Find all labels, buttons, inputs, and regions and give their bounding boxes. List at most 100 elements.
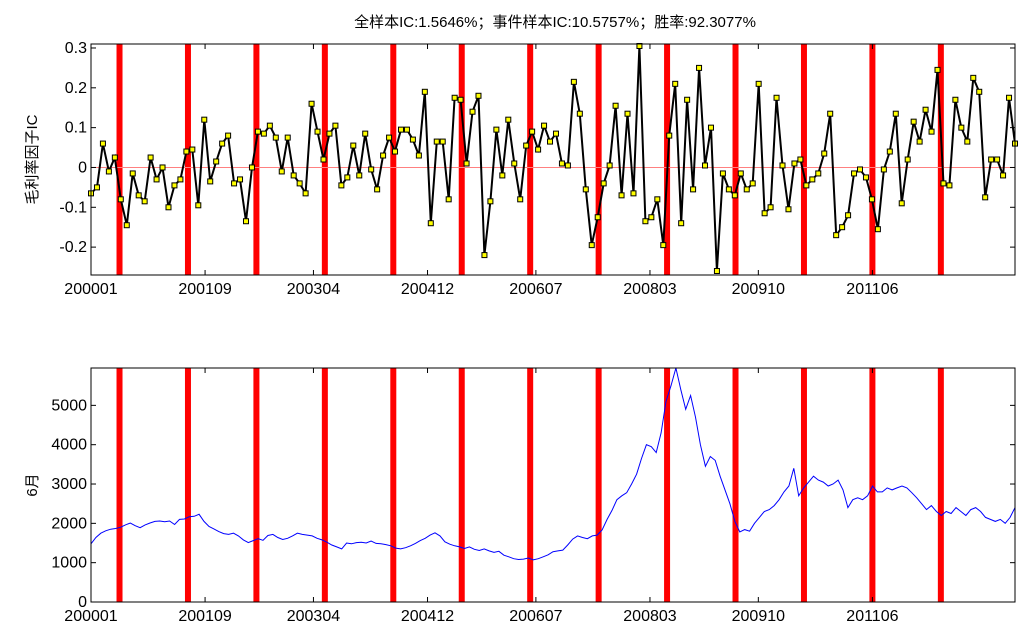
data-point-98 xyxy=(672,80,679,87)
event-marker-200106 xyxy=(184,368,191,602)
data-point-125 xyxy=(833,232,840,239)
event-marker-200506 xyxy=(458,368,465,602)
data-point-149 xyxy=(976,88,983,95)
y-axis-label: 6月 xyxy=(24,473,41,496)
data-point-57 xyxy=(427,220,434,227)
y-tick-label: 3000 xyxy=(51,476,87,493)
data-point-110 xyxy=(743,186,750,193)
data-point-23 xyxy=(225,132,232,139)
data-point-61 xyxy=(451,94,458,101)
data-point-77 xyxy=(547,138,554,145)
data-point-88 xyxy=(612,102,619,109)
data-point-30 xyxy=(266,122,273,129)
x-tick-label: 200910 xyxy=(732,281,785,298)
y-tick-label: 0 xyxy=(78,159,87,176)
data-point-116 xyxy=(779,162,786,169)
y-tick-label: 0.3 xyxy=(65,40,87,57)
chart-title: 全样本IC:1.5646%；事件样本IC:10.5757%；胜率:92.3077… xyxy=(354,13,756,31)
data-point-65 xyxy=(475,92,482,99)
data-point-122 xyxy=(815,170,822,177)
data-point-49 xyxy=(380,152,387,159)
y-tick-label: -0.2 xyxy=(59,239,87,256)
data-point-107 xyxy=(725,186,732,193)
data-point-4 xyxy=(111,154,118,161)
data-point-83 xyxy=(582,186,589,193)
data-point-78 xyxy=(552,130,559,137)
data-point-151 xyxy=(988,156,995,163)
data-point-29 xyxy=(260,130,267,137)
event-marker-201206 xyxy=(937,368,944,602)
data-point-142 xyxy=(934,66,941,73)
event-marker-200606 xyxy=(527,368,534,602)
data-point-51 xyxy=(392,148,399,155)
y-tick-label: 0 xyxy=(78,594,87,611)
data-point-42 xyxy=(338,182,345,189)
data-point-26 xyxy=(242,218,249,225)
data-point-47 xyxy=(368,166,375,173)
y-axis-ticks: -0.2 -0.1 0 0.1 0.2 0.3 xyxy=(59,40,1015,256)
x-tick-label: 200803 xyxy=(623,281,676,298)
data-point-130 xyxy=(862,174,869,181)
data-point-50 xyxy=(386,134,393,141)
ic-chart: -0.2-0.100.10.20.3 200001 200109 200304 200… xyxy=(24,40,1018,298)
data-point-41 xyxy=(332,122,339,129)
data-point-129 xyxy=(857,166,864,173)
data-point-86 xyxy=(600,180,607,187)
data-point-141 xyxy=(928,128,935,135)
data-point-145 xyxy=(952,96,959,103)
data-point-144 xyxy=(946,182,953,189)
data-point-146 xyxy=(958,124,965,131)
event-marker-200006 xyxy=(116,44,123,275)
data-point-80 xyxy=(564,162,571,169)
data-point-66 xyxy=(481,252,488,259)
event-marker-200706 xyxy=(595,44,602,275)
data-point-139 xyxy=(916,138,923,145)
event-marker-200106 xyxy=(184,44,191,275)
june-series-line xyxy=(90,367,1016,561)
data-point-9 xyxy=(141,198,148,205)
event-marker-201106 xyxy=(869,368,876,602)
data-point-13 xyxy=(165,204,172,211)
event-marker-200706 xyxy=(595,368,602,602)
june-chart: 0 1000 2000 3000 4000 5000 200001 200109 200304… xyxy=(24,367,1016,625)
data-point-21 xyxy=(213,158,220,165)
event-markers xyxy=(116,44,944,275)
data-point-75 xyxy=(535,146,542,153)
y-tick-label: 5000 xyxy=(51,397,87,414)
data-point-11 xyxy=(153,176,160,183)
data-point-96 xyxy=(660,242,667,249)
data-point-33 xyxy=(284,134,291,141)
x-tick-label: 200109 xyxy=(178,608,231,625)
event-marker-201206 xyxy=(937,44,944,275)
data-point-106 xyxy=(719,170,726,177)
event-marker-201006 xyxy=(800,368,807,602)
event-marker-200506 xyxy=(458,44,465,275)
data-point-79 xyxy=(558,160,565,167)
event-marker-200306 xyxy=(321,368,328,602)
data-point-136 xyxy=(898,200,905,207)
event-marker-200406 xyxy=(390,368,397,602)
data-point-81 xyxy=(570,78,577,85)
data-point-137 xyxy=(904,156,911,163)
data-point-37 xyxy=(308,100,315,107)
x-tick-label: 201106 xyxy=(846,281,898,298)
data-point-100 xyxy=(684,96,691,103)
data-point-153 xyxy=(1000,172,1007,179)
data-point-90 xyxy=(624,110,631,117)
data-point-94 xyxy=(648,214,655,221)
data-point-73 xyxy=(523,142,530,149)
data-point-108 xyxy=(731,192,738,199)
data-point-140 xyxy=(922,106,929,113)
data-point-19 xyxy=(201,116,208,123)
data-point-128 xyxy=(851,170,858,177)
data-point-45 xyxy=(356,172,363,179)
data-point-119 xyxy=(797,156,804,163)
x-tick-label: 200001 xyxy=(64,608,117,625)
data-point-95 xyxy=(654,196,661,203)
data-point-74 xyxy=(529,128,536,135)
data-point-20 xyxy=(207,178,214,185)
x-tick-label: 201106 xyxy=(846,608,898,625)
data-point-38 xyxy=(314,128,321,135)
data-point-52 xyxy=(397,126,404,133)
